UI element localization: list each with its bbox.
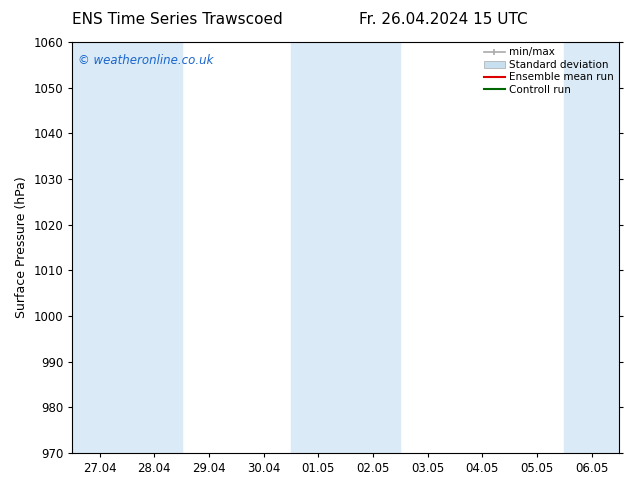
- Text: Fr. 26.04.2024 15 UTC: Fr. 26.04.2024 15 UTC: [359, 12, 528, 27]
- Y-axis label: Surface Pressure (hPa): Surface Pressure (hPa): [15, 176, 28, 318]
- Text: ENS Time Series Trawscoed: ENS Time Series Trawscoed: [72, 12, 283, 27]
- Bar: [564, 42, 619, 453]
- Text: © weatheronline.co.uk: © weatheronline.co.uk: [78, 54, 213, 68]
- Legend: min/max, Standard deviation, Ensemble mean run, Controll run: min/max, Standard deviation, Ensemble me…: [482, 45, 616, 97]
- Bar: [72, 42, 182, 453]
- Bar: [291, 42, 400, 453]
